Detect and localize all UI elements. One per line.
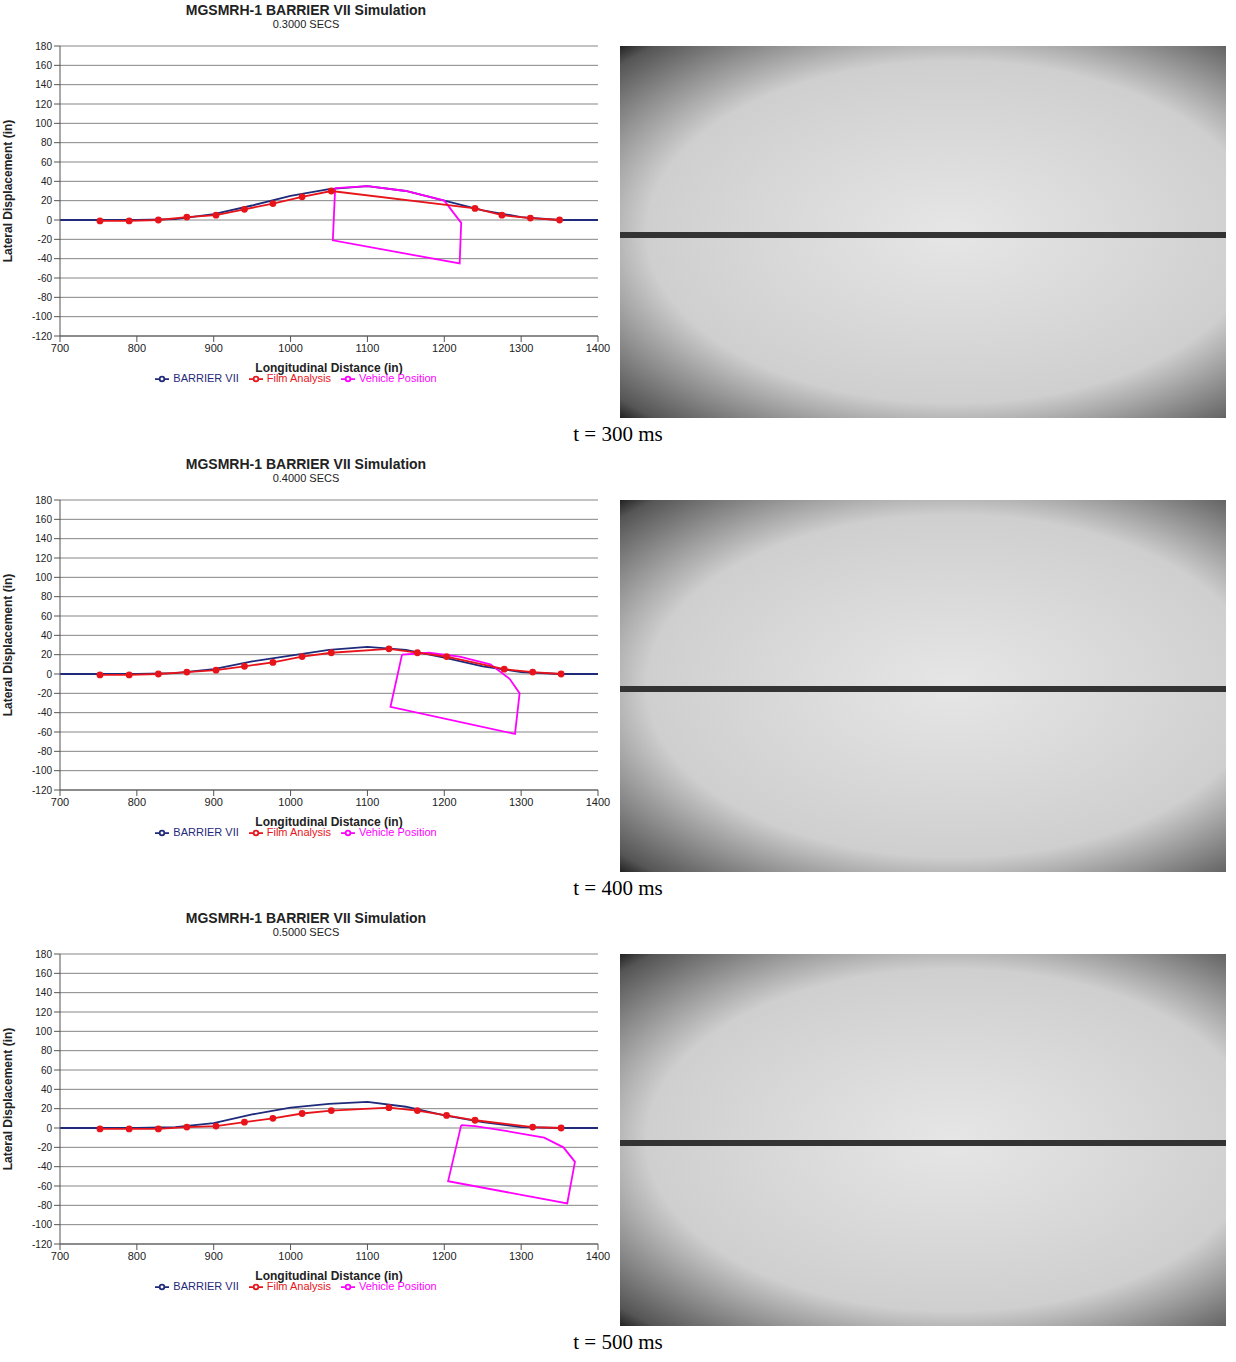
svg-text:140: 140	[35, 533, 52, 544]
svg-text:180: 180	[35, 949, 52, 960]
html-text:Vehicle Position: Vehicle Position	[359, 826, 437, 838]
html-text:0.4000 SECS: 0.4000 SECS	[272, 472, 340, 484]
svg-text:-120: -120	[32, 331, 52, 342]
svg-text:160: 160	[35, 968, 52, 979]
svg-text:180: 180	[35, 41, 52, 52]
svg-text:140: 140	[35, 987, 52, 998]
svg-text:-60: -60	[38, 1181, 53, 1192]
html-text:Film Analysis: Film Analysis	[266, 372, 331, 384]
svg-text:-60: -60	[38, 727, 53, 738]
svg-text:Lateral Displacement (in): Lateral Displacement (in)	[1, 120, 15, 263]
html-text:Film Analysis: Film Analysis	[266, 826, 331, 838]
html-text:t = 300 ms: t = 300 ms	[573, 422, 663, 446]
svg-text:900: 900	[205, 796, 223, 808]
svg-text:0: 0	[46, 215, 52, 226]
html-text:0.5000 SECS: 0.5000 SECS	[272, 926, 340, 938]
svg-text:1100: 1100	[356, 342, 380, 354]
svg-text:900: 900	[205, 1250, 223, 1262]
svg-text:-20: -20	[38, 688, 53, 699]
svg-text:1000: 1000	[278, 1250, 302, 1262]
svg-text:-20: -20	[38, 234, 53, 245]
html-text:BARRIER VII: BARRIER VII	[173, 1280, 239, 1292]
svg-text:Longitudinal Distance (in): Longitudinal Distance (in)	[255, 1269, 402, 1283]
svg-text:140: 140	[35, 79, 52, 90]
svg-text:700: 700	[51, 342, 69, 354]
svg-text:80: 80	[41, 137, 53, 148]
svg-text:100: 100	[35, 118, 52, 129]
svg-text:1400: 1400	[586, 796, 610, 808]
svg-text:-100: -100	[32, 765, 52, 776]
svg-text:-20: -20	[38, 1142, 53, 1153]
svg-text:1000: 1000	[278, 342, 302, 354]
svg-text:160: 160	[35, 60, 52, 71]
html-text:Vehicle Position: Vehicle Position	[359, 1280, 437, 1292]
svg-text:1200: 1200	[432, 796, 456, 808]
svg-text:80: 80	[41, 591, 53, 602]
html-text:t = 500 ms: t = 500 ms	[573, 1330, 663, 1354]
svg-text:60: 60	[41, 611, 53, 622]
svg-text:800: 800	[128, 796, 146, 808]
svg-text:Lateral Displacement (in): Lateral Displacement (in)	[1, 1028, 15, 1171]
svg-text:1200: 1200	[432, 342, 456, 354]
svg-text:700: 700	[51, 1250, 69, 1262]
svg-text:Longitudinal Distance (in): Longitudinal Distance (in)	[255, 361, 402, 375]
svg-text:-40: -40	[38, 707, 53, 718]
svg-text:80: 80	[41, 1045, 53, 1056]
svg-text:-120: -120	[32, 785, 52, 796]
svg-text:-80: -80	[38, 292, 53, 303]
svg-text:1100: 1100	[356, 1250, 380, 1262]
svg-text:900: 900	[205, 342, 223, 354]
svg-text:20: 20	[41, 649, 53, 660]
svg-text:120: 120	[35, 553, 52, 564]
html-text:Film Analysis: Film Analysis	[266, 1280, 331, 1292]
svg-text:-40: -40	[38, 1161, 53, 1172]
html-text:Vehicle Position: Vehicle Position	[359, 372, 437, 384]
svg-text:40: 40	[41, 176, 53, 187]
svg-text:100: 100	[35, 1026, 52, 1037]
svg-text:0: 0	[46, 1123, 52, 1134]
svg-text:160: 160	[35, 514, 52, 525]
svg-text:-80: -80	[38, 1200, 53, 1211]
html-text:BARRIER VII: BARRIER VII	[173, 372, 239, 384]
svg-text:1400: 1400	[586, 342, 610, 354]
html-text:MGSMRH-1 BARRIER VII Simulatio: MGSMRH-1 BARRIER VII Simulation	[185, 2, 427, 18]
svg-text:20: 20	[41, 1103, 53, 1114]
svg-text:180: 180	[35, 495, 52, 506]
svg-text:-100: -100	[32, 1219, 52, 1230]
svg-text:100: 100	[35, 572, 52, 583]
svg-text:40: 40	[41, 1084, 53, 1095]
svg-text:-60: -60	[38, 273, 53, 284]
svg-text:120: 120	[35, 1007, 52, 1018]
html-text:MGSMRH-1 BARRIER VII Simulatio: MGSMRH-1 BARRIER VII Simulation	[185, 456, 427, 472]
svg-text:-120: -120	[32, 1239, 52, 1250]
svg-text:40: 40	[41, 630, 53, 641]
svg-text:1200: 1200	[432, 1250, 456, 1262]
html-text:MGSMRH-1 BARRIER VII Simulatio: MGSMRH-1 BARRIER VII Simulation	[185, 910, 427, 926]
svg-text:60: 60	[41, 157, 53, 168]
svg-text:1100: 1100	[356, 796, 380, 808]
svg-text:1300: 1300	[509, 1250, 533, 1262]
svg-text:120: 120	[35, 99, 52, 110]
svg-text:1300: 1300	[509, 342, 533, 354]
html-text:BARRIER VII: BARRIER VII	[173, 826, 239, 838]
svg-text:Longitudinal Distance (in): Longitudinal Distance (in)	[255, 815, 402, 829]
html-text:t = 400 ms: t = 400 ms	[573, 876, 663, 900]
svg-text:-40: -40	[38, 253, 53, 264]
svg-text:-100: -100	[32, 311, 52, 322]
svg-text:1300: 1300	[509, 796, 533, 808]
svg-text:60: 60	[41, 1065, 53, 1076]
svg-text:0: 0	[46, 669, 52, 680]
svg-text:20: 20	[41, 195, 53, 206]
svg-text:800: 800	[128, 342, 146, 354]
svg-text:700: 700	[51, 796, 69, 808]
svg-text:-80: -80	[38, 746, 53, 757]
svg-text:Lateral Displacement (in): Lateral Displacement (in)	[1, 574, 15, 717]
html-text:0.3000 SECS: 0.3000 SECS	[272, 18, 340, 30]
svg-text:1400: 1400	[586, 1250, 610, 1262]
svg-text:800: 800	[128, 1250, 146, 1262]
svg-text:1000: 1000	[278, 796, 302, 808]
